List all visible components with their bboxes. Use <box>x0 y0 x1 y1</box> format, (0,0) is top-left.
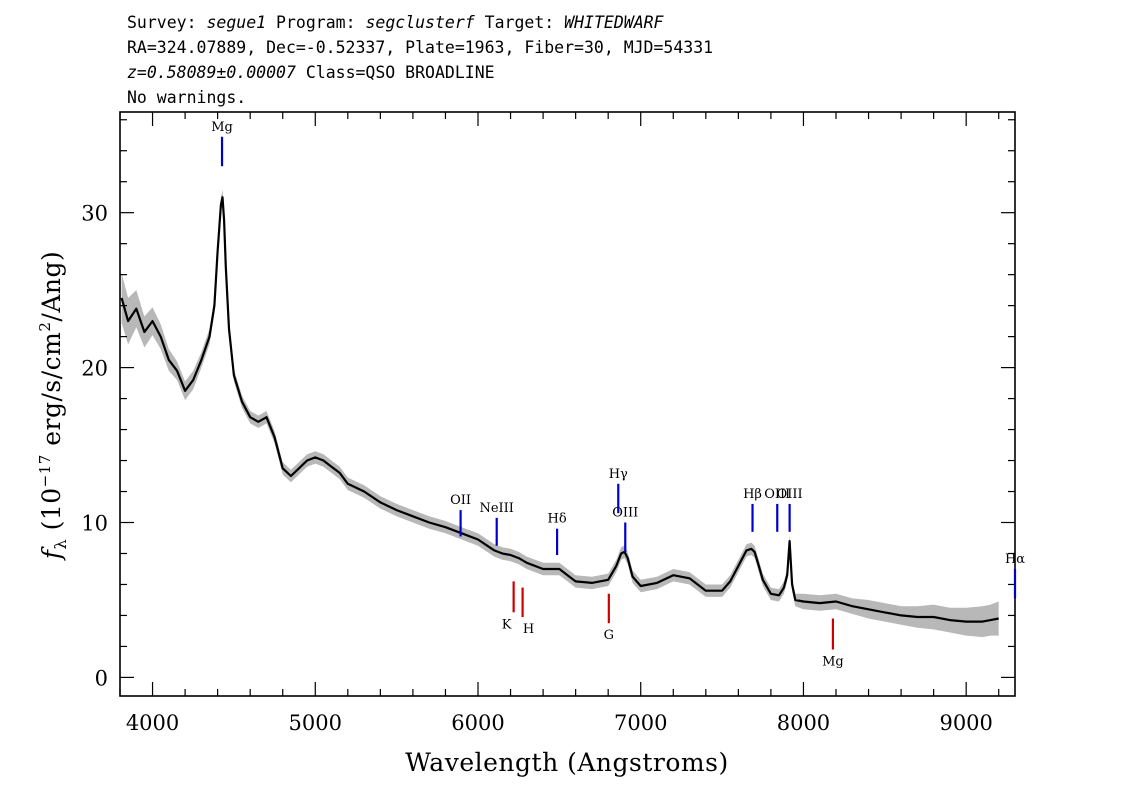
emission-line-label: Mg <box>211 120 233 135</box>
x-tick-label: 6000 <box>451 711 504 735</box>
y-tick-label: 30 <box>81 202 108 226</box>
plot-frame <box>119 111 1016 697</box>
program-label: Program: <box>276 13 355 32</box>
survey-value: segue1 <box>206 13 266 32</box>
x-tick-label: 7000 <box>614 711 667 735</box>
emission-line-label: OIII <box>612 506 638 521</box>
flux-line <box>120 196 999 623</box>
y-tick-label: 10 <box>81 512 108 536</box>
emission-line-label: NeIII <box>479 501 513 516</box>
emission-line-label: Hα <box>1005 552 1025 567</box>
y-axis-title-units: erg/s/cm <box>37 332 66 455</box>
absorption-line-label: G <box>604 628 614 643</box>
y-axis-title-close: /Ang) <box>37 251 66 322</box>
program-value: segclusterf <box>365 13 475 32</box>
target-value: WHITEDWARF <box>564 13 664 32</box>
y-tick-label: 0 <box>95 666 108 690</box>
absorption-line-label: H <box>523 622 534 637</box>
target-label: Target: <box>485 13 555 32</box>
emission-line-label: OII <box>450 493 471 508</box>
y-axis-title-subscript: λ <box>51 539 70 550</box>
tick-labels: 4000 5000 6000 7000 8000 9000 0 10 20 30 <box>81 202 993 735</box>
emission-line-label: Hγ <box>609 467 628 482</box>
x-tick-label: 9000 <box>939 711 992 735</box>
survey-label: Survey: <box>127 13 197 32</box>
x-tick-label: 8000 <box>777 711 830 735</box>
header-line-redshift: z=0.58089±0.00007 Class=QSO BROADLINE <box>127 63 495 82</box>
absorption-line-label: Mg <box>822 655 844 670</box>
header-line-coordinates: RA=324.07889, Dec=-0.52337, Plate=1963, … <box>127 38 713 57</box>
emission-line-label: OIII <box>777 487 803 502</box>
y-axis-title-exponent: −17 <box>36 454 54 487</box>
class-value: Class=QSO BROADLINE <box>306 63 495 82</box>
y-axis-title-f: f <box>37 546 66 561</box>
absorption-line-label: K <box>502 617 512 632</box>
y-axis-title: fλ (10−17 erg/s/cm2/Ang) <box>36 251 70 562</box>
emission-line-label: Hβ <box>743 487 762 502</box>
emission-line-label: OIII <box>764 487 790 502</box>
spectrum-header: Survey: segue1 Program: segclusterf Targ… <box>127 13 713 107</box>
x-axis-title: Wavelength (Angstroms) <box>405 748 728 777</box>
x-tick-label: 5000 <box>289 711 342 735</box>
y-tick-label: 20 <box>81 357 108 381</box>
y-axis-title-exponent-2: 2 <box>36 322 54 332</box>
header-line-warnings: No warnings. <box>127 88 246 107</box>
header-line-survey: Survey: segue1 Program: segclusterf Targ… <box>127 13 665 32</box>
emission-line-label: Hδ <box>547 512 566 527</box>
x-tick-label: 4000 <box>126 711 179 735</box>
axis-ticks <box>119 112 1015 696</box>
y-axis-title-open: (10 <box>37 487 66 539</box>
redshift-value: z=0.58089±0.00007 <box>127 63 296 82</box>
